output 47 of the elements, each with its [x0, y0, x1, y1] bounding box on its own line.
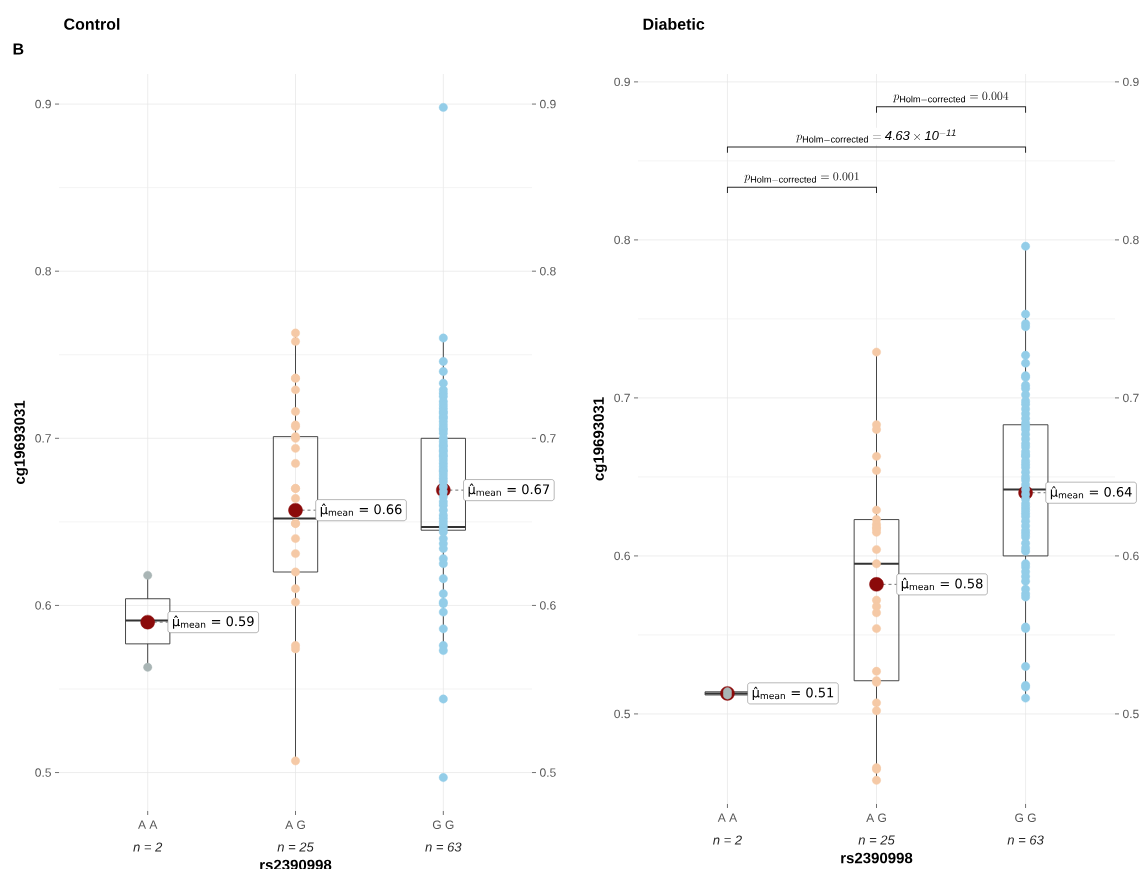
text: n = 25 [277, 842, 314, 852]
chart-subtitle: B [13, 43, 24, 55]
y2-tick-label: 0.6 [540, 601, 556, 610]
x-tick-label: A A [717, 813, 738, 822]
y2-tick-label: 0.8 [1123, 235, 1139, 245]
annotation: μ̂$_{mean}$ = 0.51 [752, 686, 834, 700]
chart-title: Control [64, 18, 120, 30]
x-tick-label: G G [432, 820, 454, 830]
y-tick-label: 0.7 [614, 393, 630, 403]
chart-title: Diabetic [643, 18, 705, 30]
x-tick-label: A G [866, 813, 886, 823]
text: n = 63 [1007, 835, 1044, 845]
y-axis-title: cg19693031 [14, 400, 28, 485]
y-axis-title: cg19693031 [593, 397, 607, 481]
y-tick-label: 0.6 [614, 551, 630, 561]
x-tick-label: A G [285, 820, 305, 830]
annotation: μ̂$_{mean}$ = 0.59 [172, 615, 254, 629]
y2-tick-label: 0.5 [1123, 709, 1139, 719]
text: n = 63 [425, 842, 462, 852]
y2-tick-label: 0.5 [540, 768, 556, 777]
text: n = 2 [133, 842, 163, 852]
y-tick-label: 0.6 [35, 601, 51, 610]
y-tick-label: 0.7 [35, 434, 51, 443]
annotation: $p_{\mathrm{Holm-corrected}} = 0.004$ [893, 91, 1009, 103]
text: n = 25 [858, 835, 895, 845]
annotation: $p_{\mathrm{Holm-corrected}} = 0.001$ [743, 172, 859, 183]
y-tick-label: 0.8 [614, 235, 630, 245]
y-tick-label: 0.5 [35, 768, 51, 777]
y-tick-label: 0.9 [614, 77, 630, 87]
annotation: μ̂$_{mean}$ = 0.66 [320, 503, 402, 517]
x-tick-label: G G [1015, 813, 1036, 823]
y-tick-label: 0.5 [614, 709, 630, 719]
annotation: $p_{\mathrm{Holm-corrected}} = \mathit{4.63 \times 10^{-11}}$ [795, 129, 956, 143]
y2-tick-label: 0.6 [1123, 551, 1139, 561]
annotation: μ̂$_{mean}$ = 0.58 [901, 577, 983, 591]
x-tick-label: A A [138, 820, 158, 829]
y2-tick-label: 0.7 [1123, 393, 1139, 403]
y2-tick-label: 0.7 [540, 434, 556, 443]
annotation: μ̂$_{mean}$ = 0.67 [468, 483, 550, 497]
annotation: μ̂$_{mean}$ = 0.64 [1050, 486, 1132, 500]
y-tick-label: 0.9 [35, 99, 51, 109]
y2-tick-label: 0.9 [1123, 77, 1139, 87]
y2-tick-label: 0.9 [540, 99, 556, 109]
y-tick-label: 0.8 [35, 266, 51, 276]
y2-tick-label: 0.8 [540, 266, 556, 276]
text: n = 2 [713, 835, 742, 845]
x-axis-title: rs2390998 [841, 852, 913, 864]
